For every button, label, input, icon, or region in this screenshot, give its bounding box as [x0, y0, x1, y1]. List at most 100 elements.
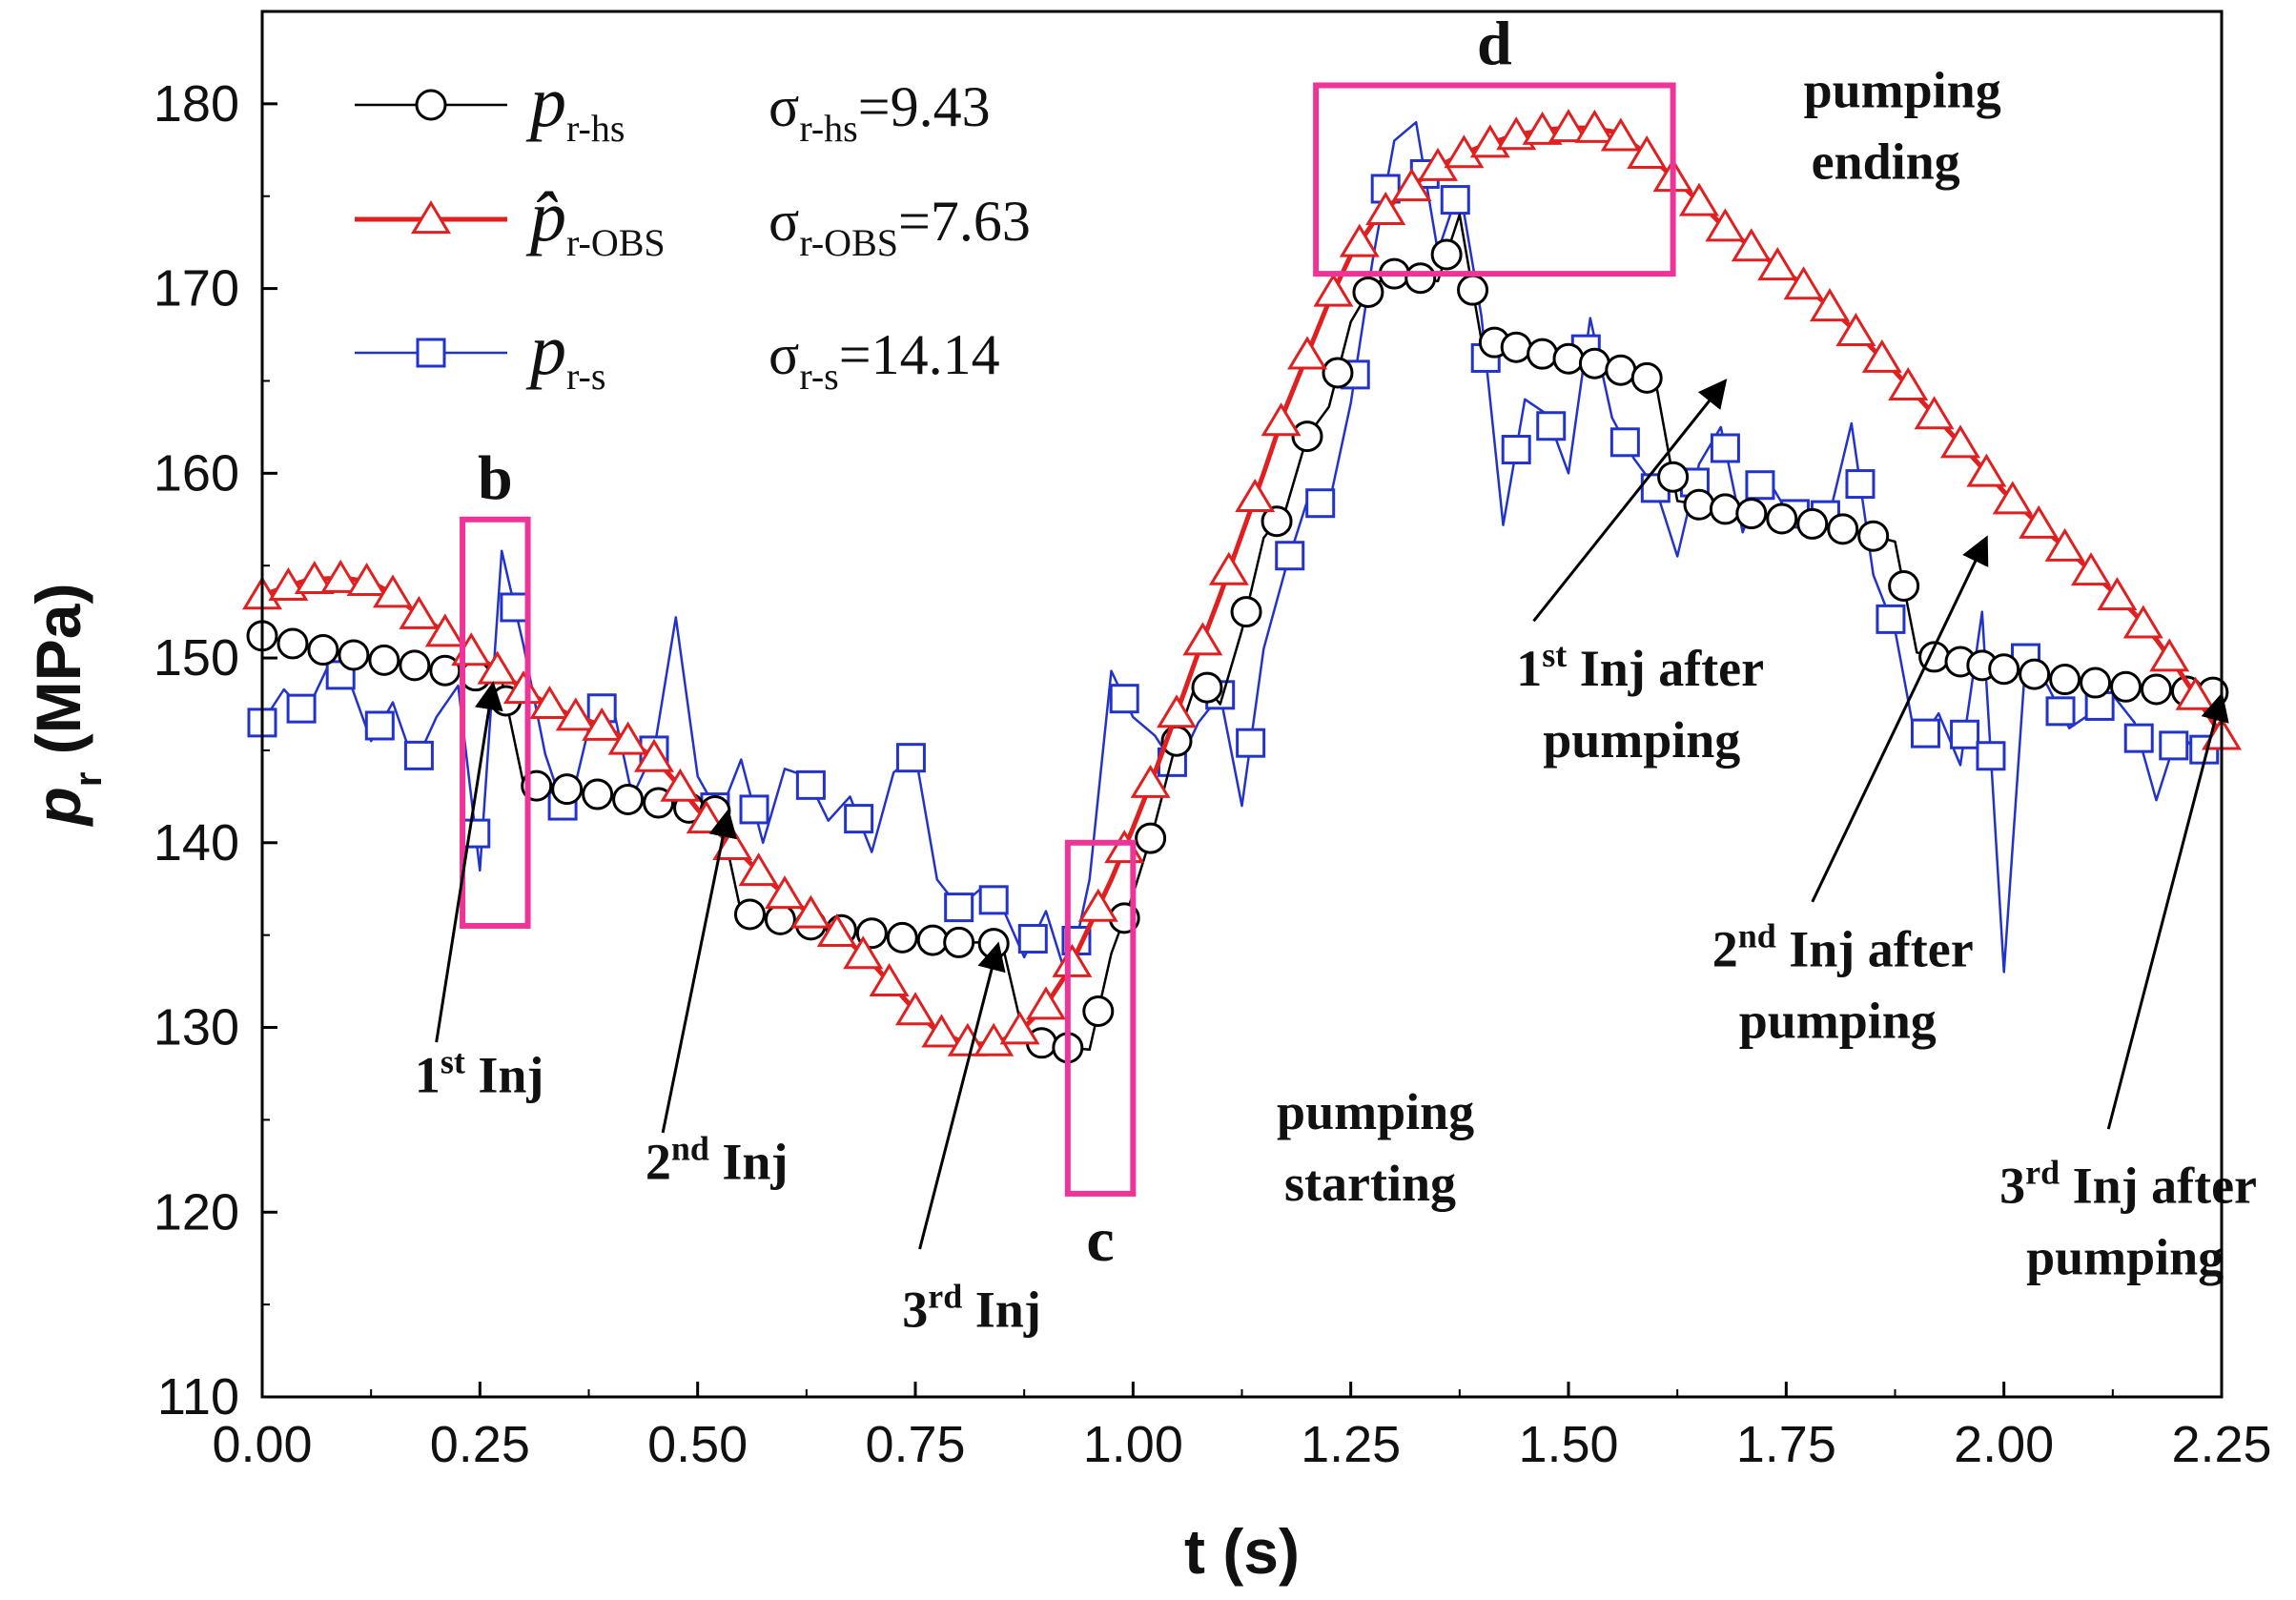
- series-1-point-7: [424, 613, 465, 647]
- y-tick-label-5: 160: [154, 444, 239, 502]
- series-2-point-13: [844, 804, 874, 834]
- series-0-point-44: [1552, 342, 1585, 375]
- series-1-point-30: [1025, 986, 1067, 1020]
- series-1-point-15: [633, 738, 675, 772]
- series-1-point-59: [1783, 266, 1824, 300]
- series-0-point-11: [582, 778, 614, 810]
- series-0-point-23: [943, 926, 975, 958]
- y-tick-label-1: 120: [154, 1183, 239, 1241]
- series-1-point-19: [738, 852, 779, 887]
- series-1-point-29: [999, 1011, 1040, 1045]
- series-1-point-66: [1966, 453, 2007, 487]
- series-1-point-34: [1130, 764, 1171, 798]
- series-1-point-16: [660, 768, 701, 802]
- series-1-point-25: [894, 992, 936, 1026]
- highlight-boxes-layer: b c d: [460, 9, 1676, 1275]
- legend-stat-0: σr-hs=9.43: [769, 75, 991, 150]
- series-2-point-30: [1501, 435, 1531, 465]
- note-text2-pumping-starting: starting: [1284, 1155, 1456, 1212]
- series-0-point-50: [1709, 493, 1741, 525]
- annotation-inj2: 2nd Inj: [646, 808, 789, 1190]
- series-0-point-4: [368, 644, 400, 676]
- series-2-point-40: [1845, 469, 1876, 500]
- series-1-point-12: [555, 697, 596, 731]
- series-1-point-6: [399, 595, 440, 629]
- annotation-inj3: 3rd Inj: [902, 941, 1041, 1338]
- series-0-point-29: [1135, 822, 1167, 854]
- annotation-arrow-inj3: [918, 941, 1006, 1250]
- series-2-point-28: [1440, 185, 1470, 215]
- series-0-point-12: [612, 783, 645, 815]
- series-0-point-5: [399, 649, 431, 682]
- series-1-point-72: [2122, 605, 2163, 639]
- series-0-point-27: [1082, 995, 1115, 1027]
- y-tick-label-3: 140: [154, 814, 239, 872]
- annotation-text-inj2: 2nd Inj: [646, 1129, 789, 1190]
- series-0-point-38: [1404, 262, 1437, 295]
- series-2-point-26: [1370, 174, 1401, 204]
- series-0-point-64: [2110, 670, 2142, 703]
- series-0-point-60: [1988, 653, 2020, 686]
- series-1-point-57: [1731, 228, 1772, 262]
- series-0-point-46: [1605, 354, 1637, 386]
- series-0-point-17: [764, 903, 796, 935]
- series-0-point-45: [1578, 347, 1610, 379]
- series-1-point-49: [1522, 111, 1563, 145]
- series-0-point-16: [733, 898, 766, 931]
- series-line-1: [261, 125, 2224, 1047]
- series-0-point-2: [307, 634, 339, 667]
- series-1-point-14: [607, 721, 648, 755]
- series-0-point-34: [1291, 421, 1323, 453]
- series-1-point-26: [921, 1014, 962, 1048]
- x-tick-label-4: 1.00: [1083, 1416, 1183, 1473]
- annotation-inj3ap: 3rd Inj after pumping: [1999, 691, 2257, 1286]
- series-1-point-36: [1182, 622, 1223, 656]
- series-2-point-16: [978, 885, 1009, 915]
- x-tick-label-3: 0.75: [865, 1416, 965, 1473]
- x-tick-label-7: 1.75: [1736, 1416, 1836, 1473]
- series-2-point-19: [1109, 684, 1139, 714]
- annotation-text-inj1: 1st Inj: [415, 1042, 544, 1103]
- series-0-point-62: [2049, 664, 2081, 696]
- series-1-point-55: [1678, 182, 1720, 216]
- series-1-point-58: [1757, 247, 1798, 281]
- annotation-text-inj3ap: 3rd Inj after: [1999, 1154, 2257, 1215]
- y-tick-label-2: 130: [154, 999, 239, 1056]
- legend-marker-0: [415, 89, 447, 121]
- series-0-point-61: [2019, 658, 2051, 690]
- series-0-point-65: [2141, 673, 2172, 706]
- series-1-point-71: [2097, 577, 2138, 611]
- series-1-point-70: [2070, 552, 2112, 586]
- series-0-point-40: [1457, 274, 1489, 306]
- series-1-point-20: [764, 875, 806, 910]
- annotation-text-inj1ap: 1st Inj after: [1516, 636, 1764, 697]
- legend-marker-2: [416, 338, 446, 368]
- series-2-point-44: [1976, 741, 2006, 771]
- annotation-inj1ap: 1st Inj after pumping: [1516, 379, 1764, 769]
- series-1-point-68: [2019, 504, 2060, 539]
- series-2-point-4: [403, 740, 434, 770]
- x-tick-label-6: 1.50: [1518, 1416, 1618, 1473]
- series-2-point-43: [1950, 719, 1980, 749]
- series-1-point-10: [502, 670, 544, 705]
- annotations-layer: 1st Inj 2nd Inj 3rd Inj 1st Inj after pumpin…: [415, 62, 2257, 1339]
- series-1-point-27: [947, 1022, 988, 1056]
- y-axis-title: pr (MPa): [23, 584, 110, 828]
- series-1-point-39: [1261, 402, 1302, 437]
- series-2-point-22: [1236, 728, 1266, 758]
- annotation-inj2ap: 2nd Inj after pumping: [1712, 535, 1989, 1050]
- series-0-point-22: [916, 924, 949, 956]
- series-0-point-21: [886, 921, 918, 954]
- series-0-point-36: [1352, 276, 1384, 308]
- series-1-point-35: [1156, 694, 1198, 728]
- series-1-point-40: [1286, 336, 1328, 370]
- series-1-point-73: [2149, 638, 2190, 672]
- series-0-point-1: [277, 627, 309, 660]
- series-2-point-5: [461, 818, 491, 849]
- series-2-point-36: [1710, 433, 1740, 463]
- note-pumping-starting: pumping starting: [1277, 1083, 1474, 1212]
- series-1-point-61: [1835, 313, 1876, 347]
- series-1-point-53: [1627, 135, 1668, 170]
- note-pumping-ending: pumping ending: [1804, 62, 2001, 191]
- highlight-rect-c: [1064, 839, 1137, 1197]
